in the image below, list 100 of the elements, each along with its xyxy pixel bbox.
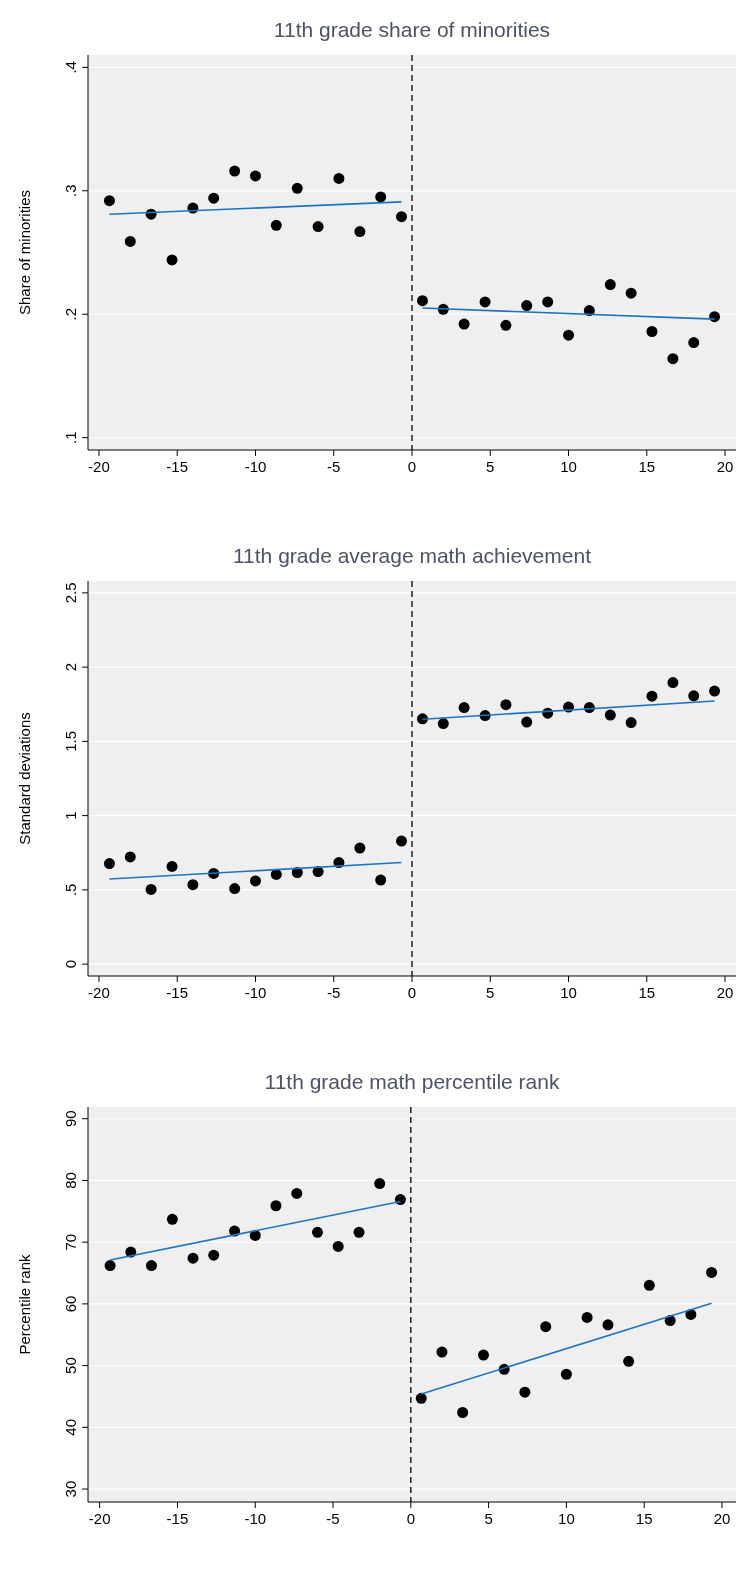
point: [353, 1226, 365, 1238]
x-tick-label: -5: [326, 1510, 340, 1527]
point: [375, 874, 387, 886]
x-tick-label: 0: [407, 458, 417, 475]
x-tick-label: 10: [558, 1510, 575, 1527]
point: [667, 677, 679, 689]
y-tick-label: .1: [62, 431, 79, 444]
point: [103, 858, 115, 870]
point: [187, 879, 199, 891]
x-tick-label: 20: [716, 458, 734, 475]
point: [667, 353, 679, 365]
point: [625, 717, 637, 729]
x-tick-label: -20: [88, 458, 110, 475]
point: [270, 219, 282, 231]
point: [332, 1240, 344, 1252]
y-tick-label: 2: [62, 662, 79, 672]
point: [457, 1407, 469, 1419]
x-tick-label: 20: [713, 1510, 731, 1527]
point: [646, 690, 658, 702]
x-tick-label: -15: [166, 458, 189, 475]
point: [104, 1260, 116, 1272]
point: [312, 221, 324, 233]
point: [249, 170, 261, 182]
point: [166, 254, 178, 266]
point: [375, 191, 387, 203]
point: [208, 1249, 220, 1261]
y-tick-label: 70: [62, 1233, 79, 1251]
point: [479, 296, 491, 308]
y-tick-label: .4: [62, 61, 79, 74]
point: [333, 172, 345, 184]
x-tick-label: 10: [560, 458, 577, 475]
x-tick-label: 5: [486, 458, 495, 475]
point: [124, 235, 136, 247]
point: [706, 1266, 718, 1278]
point: [625, 287, 637, 299]
chart-title: 11th grade average math achievement: [232, 544, 592, 567]
y-tick-label: 0: [62, 959, 79, 969]
point: [394, 1194, 406, 1206]
point: [646, 326, 658, 337]
point: [208, 192, 220, 204]
chart-title: 11th grade share of minorities: [273, 18, 551, 41]
point: [354, 226, 366, 238]
y-tick-label: 90: [62, 1110, 79, 1128]
x-tick-label: 5: [484, 1510, 493, 1527]
x-tick-label: 15: [638, 984, 656, 1001]
point: [436, 1346, 448, 1358]
point: [291, 1187, 303, 1199]
point: [521, 300, 533, 312]
y-axis-title: Percentile rank: [16, 1253, 33, 1355]
y-axis-title: Standard deviations: [16, 712, 33, 845]
point: [563, 329, 575, 341]
point: [458, 318, 470, 330]
x-tick-label: -20: [88, 984, 110, 1001]
x-tick-label: 15: [635, 1510, 653, 1527]
point: [249, 875, 261, 887]
x-tick-label: -10: [244, 1510, 267, 1527]
x-tick-label: -5: [327, 458, 341, 475]
point: [166, 860, 178, 872]
x-tick-label: 15: [638, 458, 656, 475]
point: [458, 702, 470, 714]
y-tick-label: .5: [62, 883, 79, 897]
point: [643, 1279, 655, 1291]
point: [604, 709, 616, 721]
point: [229, 165, 241, 177]
x-tick-label: -10: [244, 984, 267, 1001]
point: [560, 1368, 572, 1380]
x-tick-label: -20: [88, 1510, 111, 1527]
x-tick-label: 0: [406, 1510, 416, 1527]
y-axis-title: Share of minorities: [16, 189, 33, 316]
point: [374, 1178, 386, 1190]
x-tick-label: 0: [407, 984, 417, 1001]
y-tick-label: 60: [62, 1295, 79, 1313]
point: [604, 279, 616, 291]
point: [354, 842, 366, 854]
point: [124, 851, 136, 863]
x-tick-label: -15: [166, 1510, 189, 1527]
point: [103, 195, 115, 207]
point: [145, 1260, 157, 1272]
y-tick-label: 2.5: [62, 582, 79, 604]
x-tick-label: 5: [486, 984, 495, 1001]
point: [396, 211, 408, 223]
chart-title: 11th grade math percentile rank: [264, 1070, 560, 1093]
y-tick-label: .3: [62, 184, 79, 198]
x-tick-label: 20: [716, 984, 734, 1001]
point: [540, 1321, 552, 1333]
point: [602, 1319, 614, 1331]
point: [688, 337, 700, 349]
point: [519, 1386, 531, 1398]
point: [437, 718, 449, 730]
point: [396, 835, 408, 847]
point: [500, 319, 512, 331]
point: [166, 1213, 178, 1225]
point: [311, 1226, 323, 1238]
point: [229, 883, 241, 895]
x-tick-label: 10: [560, 984, 577, 1001]
point: [542, 296, 554, 308]
x-tick-label: -5: [327, 984, 341, 1001]
x-tick-label: -10: [244, 458, 267, 475]
point: [500, 699, 512, 711]
y-tick-label: 40: [62, 1418, 79, 1436]
